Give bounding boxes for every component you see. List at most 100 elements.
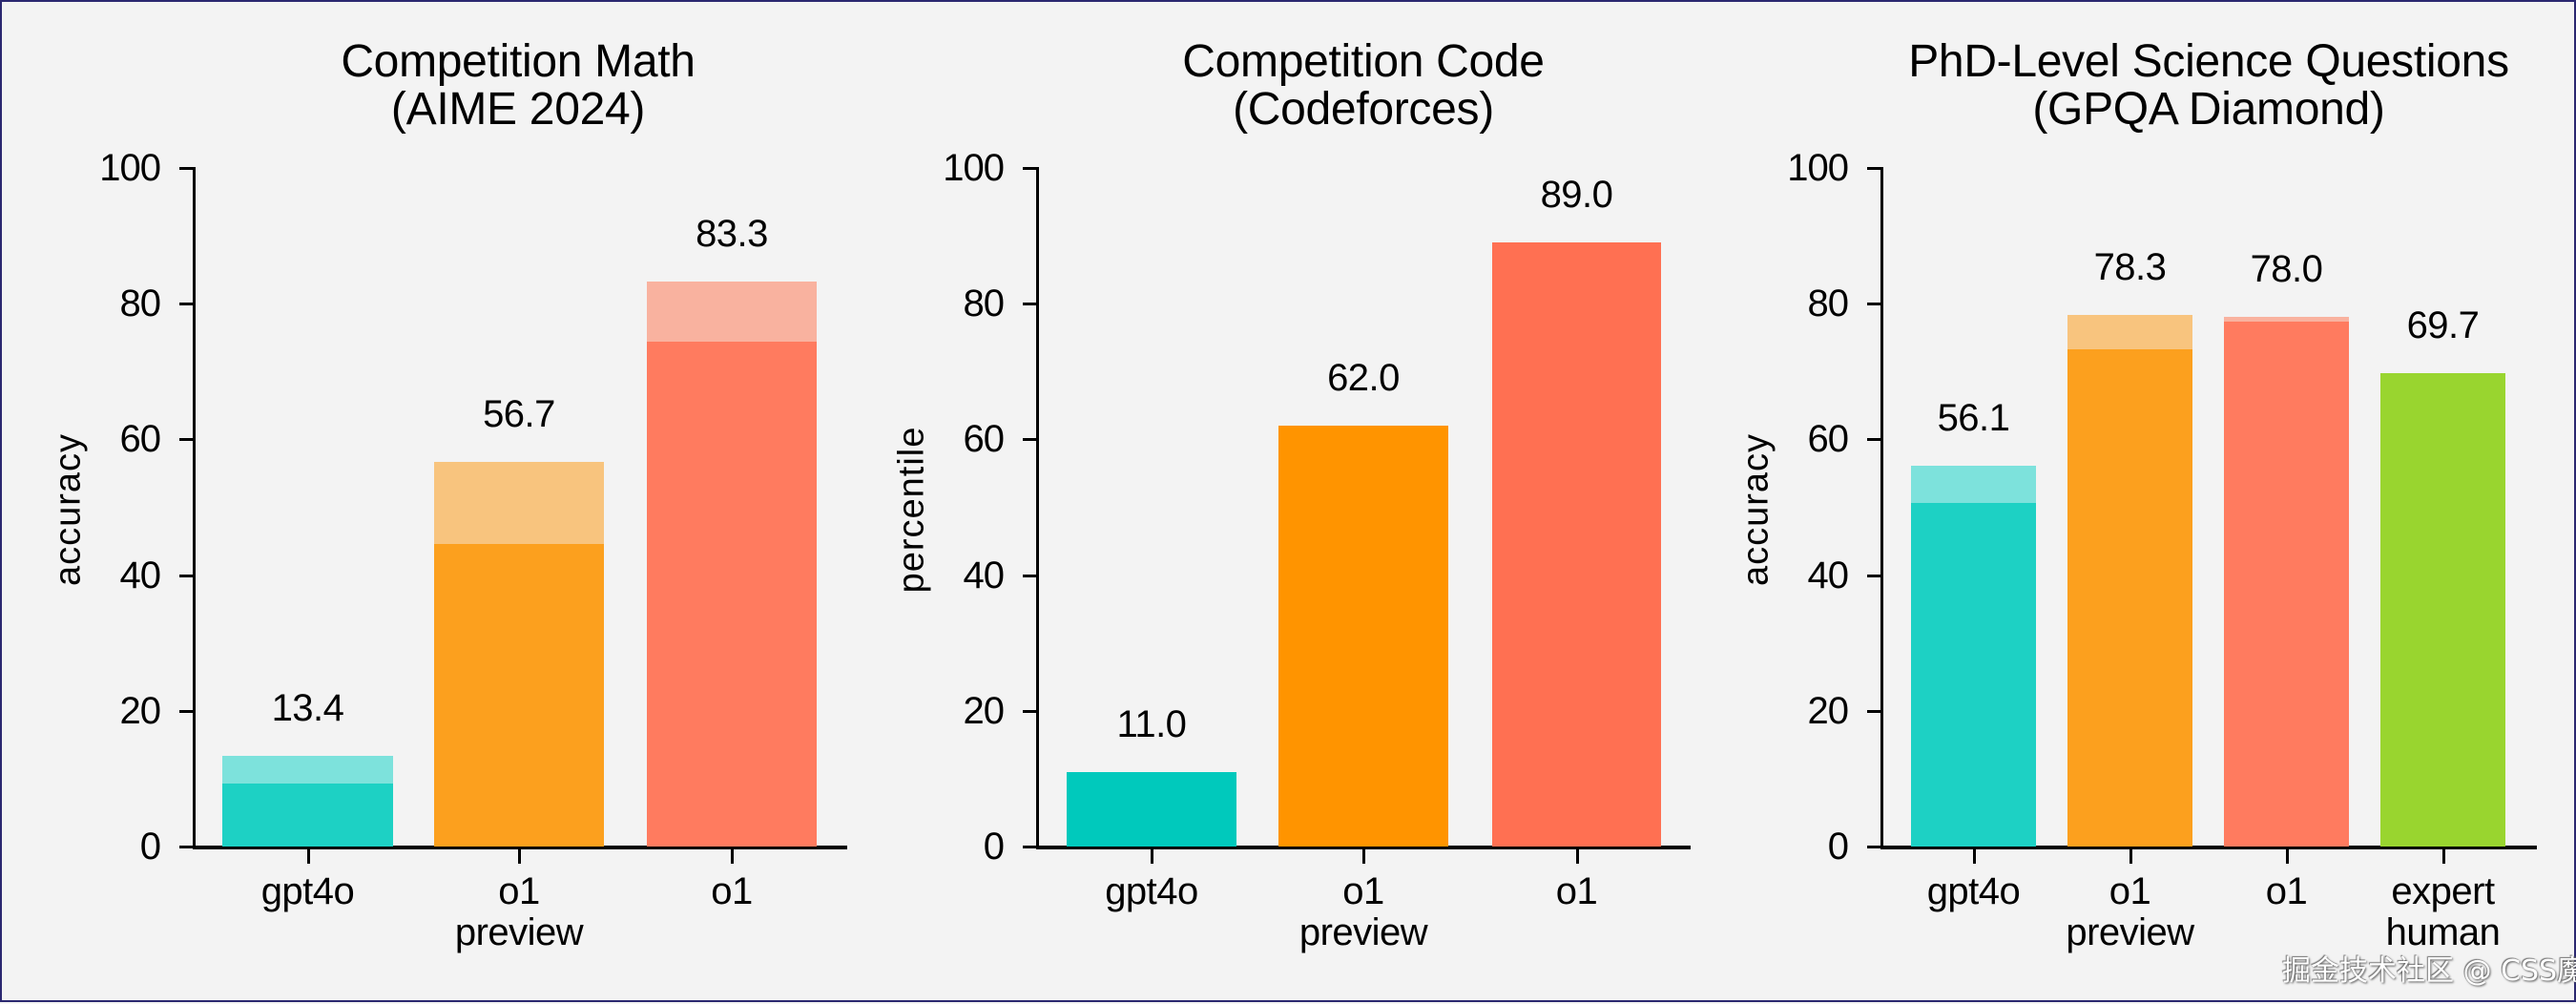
y-tick-label: 40 [963, 554, 1006, 596]
y-tick-label: 0 [139, 826, 161, 868]
bar-value-label: 78.3 [2093, 246, 2167, 289]
bar-gpt4o [1911, 466, 2036, 847]
y-tick-label: 60 [119, 418, 162, 461]
y-tick [1023, 438, 1038, 442]
y-tick-label: 80 [963, 282, 1006, 325]
x-tick-label: gpt4o [1105, 870, 1198, 912]
x-tick [1151, 848, 1153, 864]
x-tick [2285, 848, 2289, 864]
x-tick-label: gpt4o [1926, 870, 2021, 912]
x-tick-label: preview [1298, 911, 1428, 953]
bar-o1 [647, 281, 817, 847]
y-tick-label: 60 [963, 418, 1006, 461]
x-tick [306, 848, 310, 864]
bar-segment-solid [647, 342, 817, 847]
x-tick-label: preview [2066, 911, 2194, 953]
y-tick [1867, 438, 1882, 442]
chart-title: Competition Code [1182, 36, 1545, 87]
bar-gpt4o [222, 755, 393, 847]
bar-value-label: 56.1 [1937, 397, 2010, 440]
y-tick [179, 846, 195, 848]
x-tick [2441, 848, 2445, 864]
y-tick [1867, 303, 1882, 306]
bar-o1 [1492, 242, 1661, 847]
x-tick [1362, 848, 1365, 864]
y-tick [179, 709, 195, 713]
x-tick-label: gpt4o [260, 870, 355, 912]
bar-value-label: 11.0 [1116, 702, 1187, 745]
bar-value-label: 13.4 [271, 686, 344, 729]
x-tick-label: o1 [711, 870, 753, 912]
bar-segment-light [222, 755, 393, 784]
x-tick-label: o1 [2265, 870, 2308, 912]
bar-value-label: 83.3 [696, 212, 768, 255]
y-tick [1023, 574, 1038, 577]
bar-segment-solid [2224, 322, 2349, 847]
x-tick-label: o1 [498, 870, 540, 912]
watermark: 掘金技术社区 @ CSS魔法 [2282, 954, 2576, 988]
bar-value-label: 89.0 [1540, 174, 1613, 217]
chart-title: Competition Math [341, 36, 696, 87]
bar-value-label: 62.0 [1327, 357, 1400, 400]
bar-segment-solid [1492, 242, 1661, 847]
bar-segment-solid [1911, 503, 2036, 847]
y-tick [1867, 709, 1882, 713]
y-tick [1867, 167, 1882, 170]
x-tick [1972, 848, 1976, 864]
bar-segment-solid [2380, 373, 2505, 847]
y-tick [179, 574, 195, 577]
chart-title: (Codeforces) [1233, 84, 1494, 135]
y-axis-line [1036, 167, 1039, 849]
y-axis-line [1880, 167, 1883, 849]
x-tick-label: o1 [1342, 870, 1384, 912]
y-tick-label: 100 [1787, 147, 1849, 189]
x-tick-label: o1 [1555, 870, 1598, 912]
y-tick-label: 20 [1807, 689, 1850, 732]
x-tick-label: o1 [2109, 870, 2151, 912]
y-tick-label: 20 [963, 689, 1006, 732]
chart-title: (AIME 2024) [390, 84, 646, 135]
bar-segment-light [2067, 315, 2192, 349]
x-tick-label: preview [454, 911, 584, 953]
bar-segment-light [434, 461, 604, 544]
bar-o1 [2224, 317, 2349, 847]
bar-value-label: 78.0 [2250, 248, 2323, 291]
x-tick [1575, 848, 1579, 864]
bar-expert-human [2380, 373, 2505, 847]
x-axis-line [1036, 846, 1691, 849]
y-axis-line [193, 167, 196, 849]
y-tick-label: 80 [1807, 282, 1850, 325]
y-tick-label: 40 [119, 554, 162, 596]
y-tick-label: 80 [119, 282, 162, 325]
bar-segment-light [2224, 317, 2349, 323]
bar-gpt4o [1067, 771, 1236, 847]
bar-o1-preview [434, 461, 604, 847]
x-tick-label: human [2385, 911, 2501, 953]
bar-o1-preview [1278, 426, 1448, 847]
y-tick-label: 100 [99, 147, 161, 189]
y-tick [1867, 574, 1882, 577]
bar-segment-light [647, 281, 817, 342]
chart-title: (GPQA Diamond) [2032, 84, 2385, 135]
y-tick-label: 20 [119, 689, 162, 732]
y-tick [1867, 846, 1882, 848]
y-tick-label: 100 [943, 147, 1005, 189]
x-tick-label: expert [2391, 870, 2495, 912]
y-tick-label: 0 [1827, 826, 1849, 868]
x-axis-line [193, 846, 847, 849]
bar-value-label: 56.7 [483, 392, 555, 435]
bar-segment-solid [2067, 348, 2192, 847]
bar-segment-solid [1278, 426, 1448, 847]
y-tick [179, 438, 195, 442]
y-tick-label: 60 [1807, 418, 1850, 461]
bar-value-label: 69.7 [2406, 304, 2480, 347]
y-tick [1023, 709, 1038, 713]
y-tick [1023, 303, 1038, 306]
y-tick [179, 303, 195, 306]
y-tick-label: 40 [1807, 554, 1850, 596]
bar-segment-light [1911, 466, 2036, 504]
